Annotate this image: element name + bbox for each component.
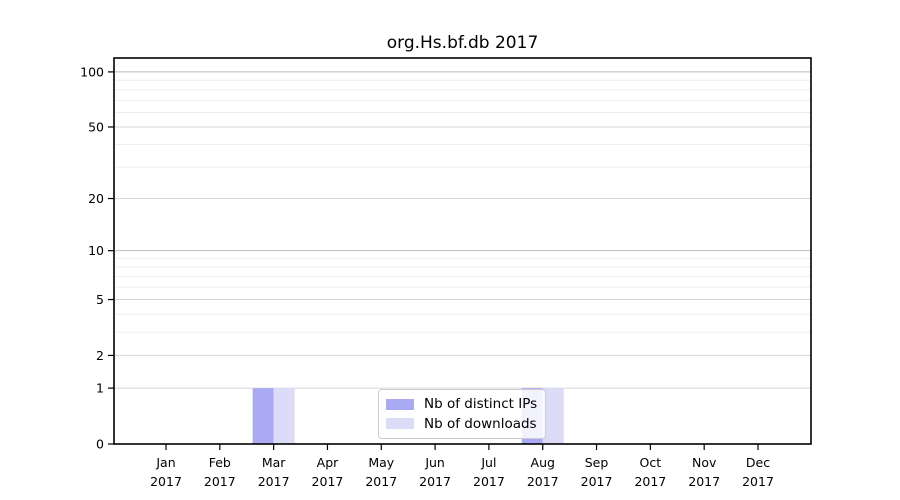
bar-downloads (542, 388, 564, 444)
y-tick-label: 1 (96, 381, 104, 396)
x-tick-label-year: 2017 (365, 474, 397, 489)
downloads-swatch-icon (386, 418, 414, 430)
x-tick-label-month: May (368, 455, 394, 470)
x-tick-label-month: Jul (480, 455, 496, 470)
x-tick-label-year: 2017 (312, 474, 344, 489)
bar-distinct-ips (252, 388, 274, 444)
x-tick-label-year: 2017 (204, 474, 236, 489)
y-tick-label: 0 (96, 437, 104, 452)
x-tick-label-year: 2017 (473, 474, 505, 489)
x-tick-label-year: 2017 (419, 474, 451, 489)
legend-label-downloads: Nb of downloads (424, 415, 537, 432)
x-tick-label-month: Sep (585, 455, 609, 470)
x-tick-label-month: Jan (155, 455, 175, 470)
y-tick-label: 5 (96, 292, 104, 307)
x-tick-label-year: 2017 (258, 474, 290, 489)
y-tick-label: 50 (88, 119, 104, 134)
y-tick-label: 100 (80, 64, 104, 79)
chart-title: org.Hs.bf.db 2017 (386, 33, 539, 53)
distinct-ips-swatch-icon (386, 398, 414, 410)
legend: Nb of distinct IPs Nb of downloads (378, 389, 546, 439)
x-tick-label-year: 2017 (527, 474, 559, 489)
x-tick-label-year: 2017 (634, 474, 666, 489)
x-tick-label-month: Nov (692, 455, 717, 470)
x-tick-label-month: Oct (640, 455, 662, 470)
x-tick-label-month: Apr (317, 455, 339, 470)
x-tick-label-month: Aug (531, 455, 555, 470)
legend-entry-distinct-ips: Nb of distinct IPs (386, 396, 545, 412)
x-tick-label-year: 2017 (581, 474, 613, 489)
x-tick-label-year: 2017 (150, 474, 182, 489)
x-tick-label-month: Jun (424, 455, 445, 470)
x-tick-label-month: Mar (262, 455, 286, 470)
y-tick-label: 10 (88, 243, 104, 258)
legend-entry-downloads: Nb of downloads (386, 416, 545, 432)
x-tick-label-month: Dec (746, 455, 770, 470)
x-tick-label-month: Feb (209, 455, 231, 470)
y-tick-label: 2 (96, 348, 104, 363)
bar-downloads (273, 388, 295, 444)
y-tick-label: 20 (88, 191, 104, 206)
x-tick-label-year: 2017 (742, 474, 774, 489)
legend-label-distinct-ips: Nb of distinct IPs (424, 396, 538, 413)
x-tick-label-year: 2017 (688, 474, 720, 489)
